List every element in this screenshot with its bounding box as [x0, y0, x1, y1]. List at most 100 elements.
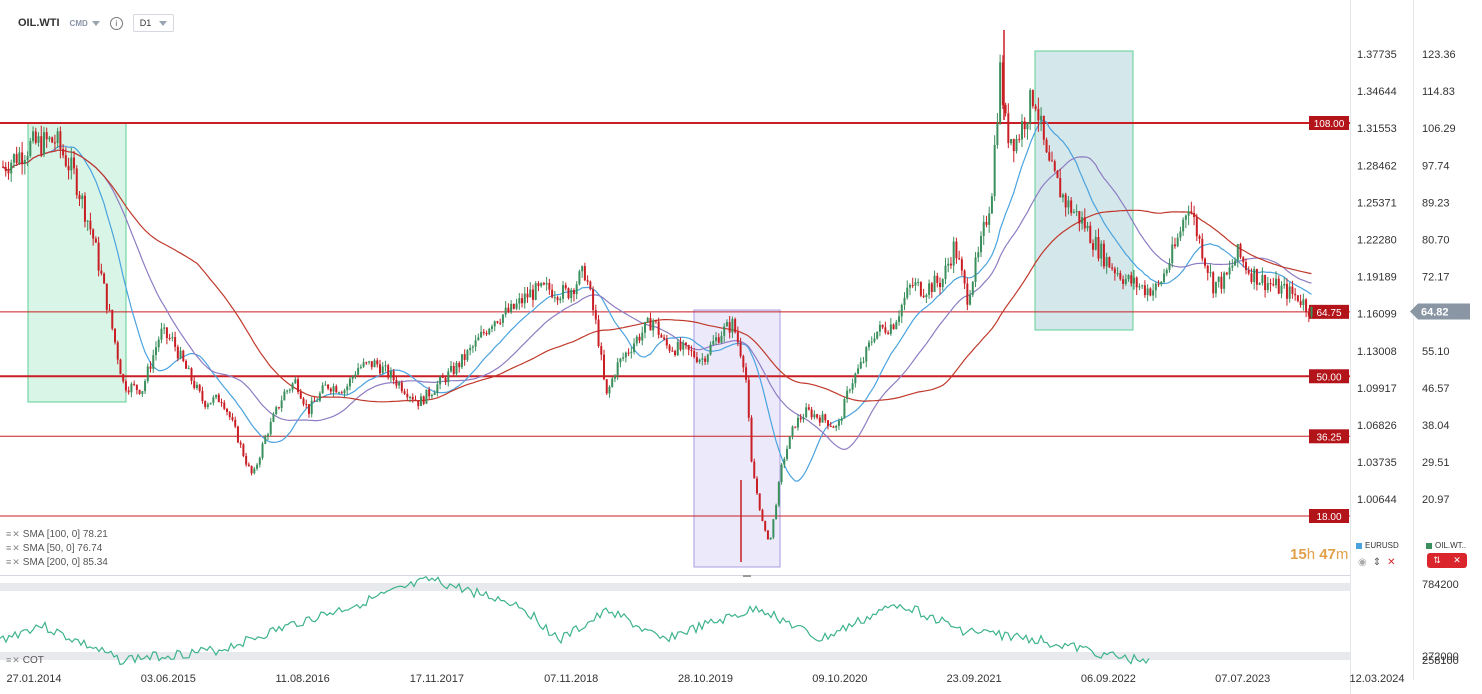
candle-body — [40, 136, 43, 155]
candle-body — [78, 194, 81, 200]
x-axis-label: 12.03.2024 — [1349, 673, 1404, 685]
candle-body — [228, 411, 231, 418]
level-label: 64.75 — [1316, 308, 1341, 319]
candle-body — [619, 358, 622, 363]
candle-body — [635, 336, 638, 344]
candle-body — [556, 297, 559, 301]
timeframe-value: D1 — [139, 18, 152, 28]
candle-body — [985, 221, 988, 225]
candle-body — [1310, 306, 1313, 317]
compare-eurusd[interactable]: EURUSD — [1356, 541, 1399, 550]
candle-body — [633, 343, 636, 352]
lower-panel-legend[interactable]: ≡✕ COT — [6, 655, 44, 666]
candle-body — [340, 392, 343, 394]
candle-body — [753, 461, 756, 479]
candle-body — [859, 361, 862, 369]
candle-body — [857, 368, 860, 374]
candle-body — [1078, 211, 1081, 224]
y-axis-left-label: 1.25371 — [1357, 197, 1397, 209]
level-tag — [1309, 509, 1349, 523]
candle-body — [1056, 170, 1059, 178]
candle-body — [674, 350, 677, 356]
settings-x-icon[interactable]: ≡✕ — [6, 529, 21, 539]
settings-x-icon[interactable]: ≡✕ — [6, 557, 21, 567]
candle-body — [37, 136, 40, 143]
candle-body — [676, 341, 679, 356]
x-axis-label: 11.08.2016 — [275, 673, 329, 685]
y-axis-left-label: 1.28462 — [1357, 160, 1397, 172]
y-axis-left-label: 1.19189 — [1357, 272, 1397, 284]
adjust-icon[interactable]: ⇅ — [1433, 555, 1441, 565]
candle-body — [1064, 194, 1067, 208]
settings-x-icon[interactable]: ≡✕ — [6, 543, 21, 553]
candle-body — [709, 344, 712, 355]
oil-actions[interactable]: ⇅ ✕ — [1427, 553, 1467, 568]
candle-body — [701, 358, 704, 360]
candle-body — [1253, 268, 1256, 283]
candle-body — [417, 400, 420, 406]
candle-body — [97, 242, 100, 271]
candle-body — [1168, 263, 1171, 270]
symbol-label[interactable]: OIL.WTI — [18, 17, 60, 29]
candle-body — [18, 152, 21, 164]
candle-body — [832, 426, 835, 428]
candle-body — [70, 157, 73, 171]
y-axis-right-label: 106.29 — [1422, 123, 1456, 135]
compare-oil[interactable]: OIL.WT.. — [1426, 541, 1466, 550]
candle-body — [693, 351, 696, 358]
candle-body — [1225, 272, 1228, 275]
x-axis-label: 27.01.2014 — [6, 673, 61, 685]
candle-body — [977, 252, 980, 258]
candle-body — [1010, 139, 1013, 144]
candle-body — [925, 294, 928, 298]
candle-body — [1198, 236, 1201, 239]
candle-body — [837, 420, 840, 426]
candle-body — [1223, 272, 1226, 289]
eye-icon[interactable]: ◉ — [1358, 557, 1367, 568]
candle-body — [174, 337, 177, 347]
candle-body — [529, 289, 532, 298]
candle-body — [204, 401, 207, 407]
candle-body — [62, 148, 65, 156]
source-selector[interactable]: CMD — [70, 19, 100, 28]
candle-body — [209, 402, 212, 405]
candle-body — [1291, 286, 1294, 294]
info-icon[interactable]: i — [109, 16, 123, 30]
candle-body — [1266, 283, 1269, 291]
candle-body — [791, 426, 794, 437]
candle-body — [827, 420, 830, 426]
candle-body — [144, 381, 147, 392]
candle-body — [1092, 243, 1095, 250]
indicator-label: SMA [200, 0] 85.34 — [22, 557, 108, 568]
candle-body — [1176, 237, 1179, 247]
candle-body — [1206, 265, 1209, 273]
candle-body — [51, 137, 54, 143]
candle-body — [867, 342, 870, 348]
candle-body — [949, 263, 952, 266]
candle-body — [1023, 121, 1026, 130]
candle-body — [373, 360, 376, 368]
candle-body — [176, 346, 179, 359]
candle-body — [564, 285, 567, 289]
candle-body — [455, 362, 458, 375]
candle-body — [665, 339, 668, 346]
candle-body — [796, 417, 799, 428]
close-icon[interactable]: ✕ — [1387, 557, 1396, 568]
candle-body — [572, 289, 575, 295]
indicator-legend-row[interactable]: ≡✕ SMA [200, 0] 85.34 — [6, 557, 108, 568]
candle-body — [450, 366, 453, 372]
candle-body — [1163, 273, 1166, 282]
candle-body — [668, 345, 671, 351]
candle-body — [1007, 113, 1010, 144]
candle-body — [1288, 286, 1291, 299]
close-icon[interactable]: ✕ — [1453, 555, 1461, 565]
indicator-legend-row[interactable]: ≡✕ SMA [100, 0] 78.21 — [6, 529, 108, 540]
candle-body — [242, 444, 245, 457]
settings-x-icon[interactable]: ≡✕ — [6, 655, 21, 665]
compare-tools: ◉ ⇕ ✕ — [1358, 557, 1396, 568]
sort-icon[interactable]: ⇕ — [1372, 557, 1382, 568]
timeframe-select[interactable]: D1 — [132, 14, 175, 32]
candle-body — [409, 396, 412, 398]
indicator-legend-row[interactable]: ≡✕ SMA [50, 0] 76.74 — [6, 543, 102, 554]
